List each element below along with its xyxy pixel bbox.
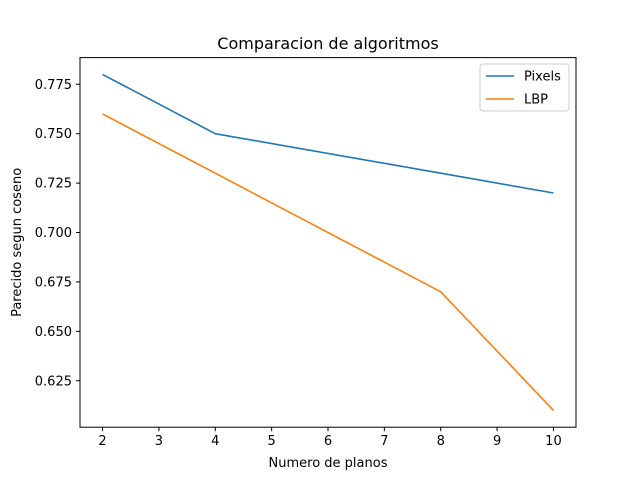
y-tick-label: 0.625 [35,374,72,389]
y-tick-label: 0.750 [35,127,72,142]
x-tick-label: 4 [211,434,219,449]
y-tick-label: 0.650 [35,325,72,340]
series-line-lbp [102,113,555,411]
y-tick-label: 0.725 [35,177,72,192]
legend-label-lbp: LBP [524,93,548,108]
plot-frame [79,57,577,428]
y-tick-label: 0.675 [35,275,72,290]
y-tick-label: 0.700 [35,226,72,241]
data-point-lbp [440,291,442,293]
x-axis-label: Numero de planos [269,456,388,471]
axis-ticks: 2 3 4 5 6 7 8 9 10 0.625 0.650 0.675 0.700 0.725 0.750… [35,78,562,449]
data-point-pixels [214,133,216,135]
x-tick-label: 10 [545,434,562,449]
x-tick-label: 7 [380,434,388,449]
data-point-pixels [102,74,104,76]
x-tick-label: 5 [267,434,275,449]
data-point-lbp [102,113,104,115]
x-tick-label: 3 [155,434,163,449]
legend: Pixels LBP [479,63,570,112]
data-point-pixels [553,192,555,194]
x-tick-label: 6 [324,434,332,449]
data-point-lbp [553,410,555,412]
y-axis-label: Parecido segun coseno [10,168,25,317]
legend-label-pixels: Pixels [524,70,561,85]
data-point-pixels [440,172,442,174]
x-tick-label: 9 [493,434,501,449]
series-line-pixels [102,73,554,194]
series-lines [102,73,555,412]
x-tick-label: 8 [437,434,445,449]
data-point-lbp [214,172,216,174]
y-tick-label: 0.775 [35,78,72,93]
x-tick-label: 2 [98,434,106,449]
chart-title: Comparacion de algoritmos [217,34,438,53]
